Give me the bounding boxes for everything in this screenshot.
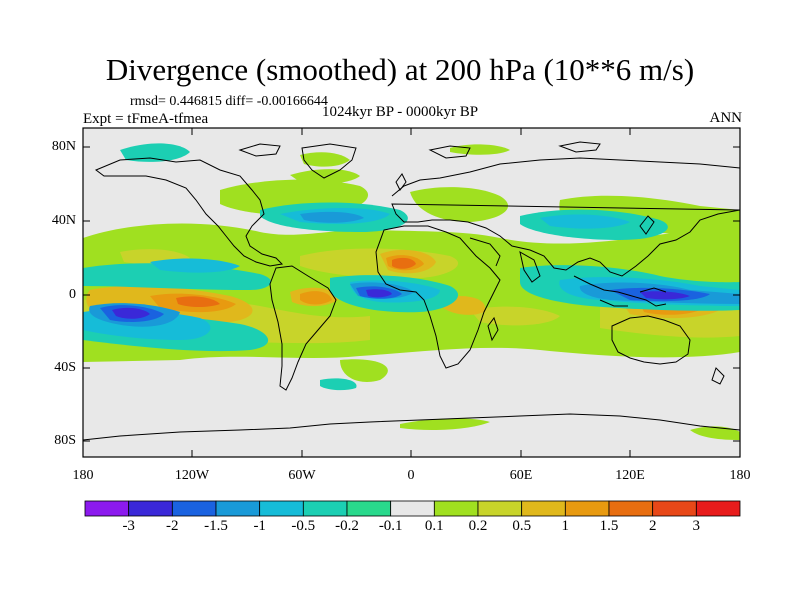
lat-label-40n: 40N (51, 213, 76, 228)
experiment-label: Expt = tFmeA-tfmea (83, 111, 209, 127)
colorbar-label: 0.5 (512, 518, 532, 534)
lon-label-60e: 60E (509, 468, 533, 483)
colorbar-swatch-11 (564, 500, 610, 517)
colorbar-label: 1.5 (599, 518, 619, 534)
season-label: ANN (709, 110, 743, 126)
colorbar-swatch-7 (390, 500, 435, 517)
colorbar-swatch-14 (695, 500, 741, 517)
colorbar-swatch-2 (171, 500, 217, 517)
colorbar-swatch-9 (477, 500, 523, 517)
colorbar-swatch-13 (652, 500, 697, 517)
time-period-label: 1024kyr BP - 0000kyr BP (322, 104, 479, 120)
lat-label-80s: 80S (54, 433, 76, 448)
coastlines (83, 141, 740, 441)
colorbar-label: 1 (561, 518, 570, 534)
colorbar-label: 0.2 (468, 518, 488, 534)
rmsd-stats: rmsd= 0.446815 diff= -0.00166644 (130, 94, 328, 109)
lon-label-180w: 180 (72, 468, 94, 483)
lon-label-60w: 60W (288, 468, 316, 483)
colorbar-swatch-10 (521, 500, 566, 517)
lon-label-120w: 120W (174, 468, 210, 483)
colorbar-swatch-12 (608, 500, 654, 517)
colorbar (84, 500, 741, 517)
colorbar-swatch-3 (215, 500, 261, 517)
colorbar-label: -1 (253, 518, 266, 534)
colorbar-swatch-0 (84, 500, 130, 517)
lon-label-0: 0 (407, 468, 415, 483)
plot-title: Divergence (smoothed) at 200 hPa (10**6 … (105, 52, 695, 87)
colorbar-swatch-6 (346, 500, 392, 517)
colorbar-label: -0.2 (335, 518, 359, 534)
colorbar-swatch-1 (128, 500, 173, 517)
lat-label-80n: 80N (51, 139, 76, 154)
colorbar-label: -0.5 (291, 518, 316, 534)
axis-ticks (83, 128, 740, 457)
colorbar-swatch-4 (259, 500, 304, 517)
lat-label-0: 0 (69, 287, 76, 302)
lat-label-40s: 40S (54, 360, 76, 375)
colorbar-label: -2 (166, 518, 179, 534)
colorbar-swatch-5 (302, 500, 348, 517)
colorbar-label: 2 (648, 518, 657, 534)
colorbar-label: -0.1 (378, 518, 403, 534)
colorbar-label: -1.5 (204, 518, 228, 534)
colorbar-label: 3 (692, 518, 701, 534)
colorbar-swatch-8 (433, 500, 479, 517)
lon-label-120e: 120E (615, 468, 645, 483)
colorbar-label: -3 (122, 518, 135, 534)
colorbar-label: 0.1 (424, 518, 444, 534)
lon-label-180e: 180 (729, 468, 751, 483)
